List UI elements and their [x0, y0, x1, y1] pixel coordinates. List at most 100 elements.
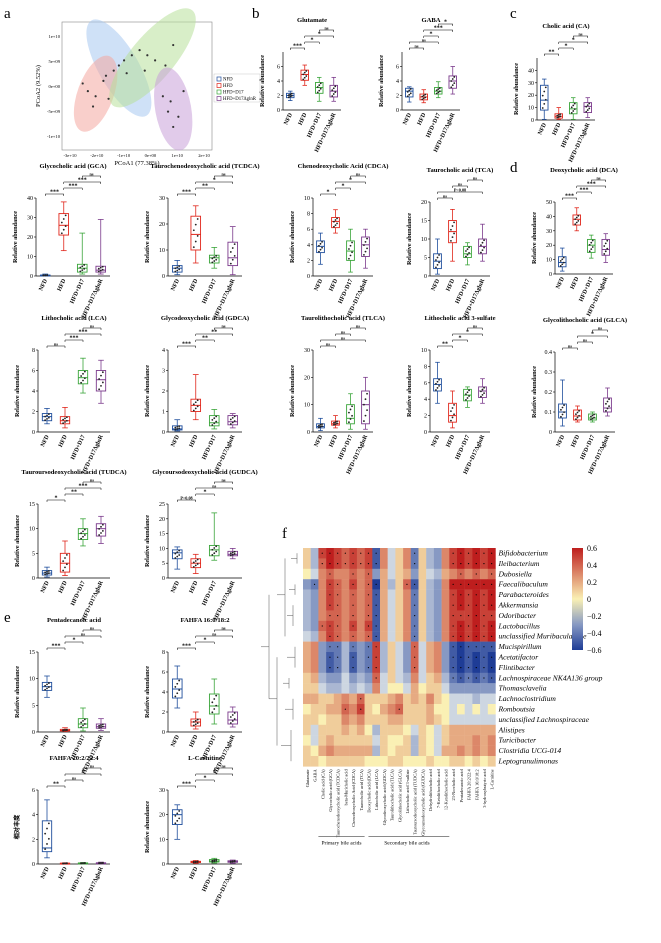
significance-dot [460, 646, 462, 648]
y-tick-label: 5e+09 [48, 59, 60, 64]
y-axis-label: Relative abundance [144, 666, 151, 718]
sig-bracket [64, 493, 84, 496]
data-point [605, 409, 607, 412]
significance-dot [475, 573, 477, 575]
heatmap-cell [364, 745, 373, 757]
sig-bracket [214, 767, 233, 770]
heatmap-cell [387, 558, 396, 569]
data-point [586, 104, 589, 107]
heatmap-cell [341, 745, 350, 757]
significance-dot [491, 594, 493, 596]
data-point [563, 411, 565, 414]
sig-label: ns [72, 775, 76, 780]
data-point [603, 245, 606, 247]
data-point [574, 218, 577, 221]
heatmap-cell [380, 704, 388, 715]
data-point [557, 113, 560, 116]
data-point [559, 260, 562, 262]
data-point [481, 388, 484, 391]
data-point [192, 403, 195, 406]
x-tick-label: HFD [189, 734, 200, 749]
significance-dot [475, 677, 477, 679]
sig-label: * [466, 329, 469, 335]
row-label: Mucispirillum [498, 642, 543, 651]
data-point [465, 398, 467, 401]
sig-label: ns [90, 763, 94, 768]
significance-dot [352, 625, 354, 627]
x-tick-label: NFD [40, 580, 51, 594]
sig-label: ns [443, 193, 447, 198]
legend-swatch [216, 96, 222, 101]
box-HFD+D17ΔglnR [329, 76, 338, 102]
chart-title: Taurolithocholic acid (TLCA) [301, 315, 385, 322]
x-tick-label: NFD [314, 434, 325, 448]
data-point [556, 114, 559, 117]
column-label: Lithocholic acid (LCA) [374, 769, 379, 810]
heatmap-cell [303, 631, 311, 642]
chart-title: Glutamate [297, 17, 327, 24]
heatmap-cell [333, 672, 342, 684]
significance-dot [414, 625, 416, 627]
panel-letter: b [252, 6, 260, 22]
x-tick-label: NFD [170, 866, 181, 880]
sig-label: * [459, 335, 462, 341]
heatmap-cell [441, 558, 450, 569]
heatmap-cell [364, 693, 373, 705]
significance-dot [467, 635, 470, 638]
heatmap-cell [356, 724, 365, 736]
data-point [289, 95, 292, 98]
x-tick-label: HFD+D17 [455, 434, 472, 460]
sig-label: *** [78, 177, 87, 183]
column-label: L-Carnitine [490, 769, 495, 789]
sig-label: ** [202, 183, 208, 189]
sig-bracket [195, 773, 233, 776]
heatmap-cell [418, 756, 427, 767]
heatmap-cell [403, 756, 411, 767]
data-point [47, 837, 50, 840]
heatmap-cell [395, 652, 404, 663]
box-iqr [558, 256, 567, 268]
heatmap-cell [426, 672, 435, 684]
significance-dot [414, 604, 416, 606]
significance-dot [467, 667, 470, 669]
data-point [231, 417, 234, 419]
heatmap-cell [426, 745, 435, 757]
data-point [421, 98, 424, 101]
y-tick-label: 1e+10 [48, 34, 60, 39]
box-iqr [573, 409, 582, 421]
box-HFD [59, 406, 71, 429]
y-tick-label: 0 [162, 576, 165, 582]
pcoa-point [169, 100, 172, 103]
heatmap-cell [380, 620, 388, 632]
data-point [213, 260, 216, 262]
data-point [81, 269, 84, 272]
box-NFD [540, 78, 549, 120]
significance-dot [483, 563, 485, 565]
box-iqr [171, 549, 183, 560]
sig-label: *** [79, 329, 88, 335]
heatmap-cell [487, 735, 496, 746]
heatmap-cell [418, 683, 427, 694]
data-point [437, 91, 440, 94]
data-point [336, 222, 338, 225]
legend-label: NFD [223, 78, 233, 83]
y-tick-label: 10 [421, 348, 427, 354]
data-point [83, 718, 86, 721]
data-point [194, 564, 197, 567]
significance-dot [475, 604, 477, 606]
data-point [451, 236, 454, 239]
significance-dot [360, 698, 362, 700]
significance-dot [467, 563, 470, 565]
significance-dot [329, 573, 331, 575]
heatmap: BifidobacteriumIleibacteriumDubosiellaFa… [261, 544, 603, 846]
column-label: Glycolithocholic acid (GLCA) [397, 769, 402, 822]
y-tick-label: 0.1 [545, 410, 553, 416]
sig-bracket [82, 767, 102, 770]
y-tick-label: 15 [29, 650, 35, 656]
data-point [483, 246, 485, 249]
sig-label: * [73, 637, 76, 643]
heatmap-cell [395, 558, 404, 569]
heatmap-cell [380, 756, 388, 767]
